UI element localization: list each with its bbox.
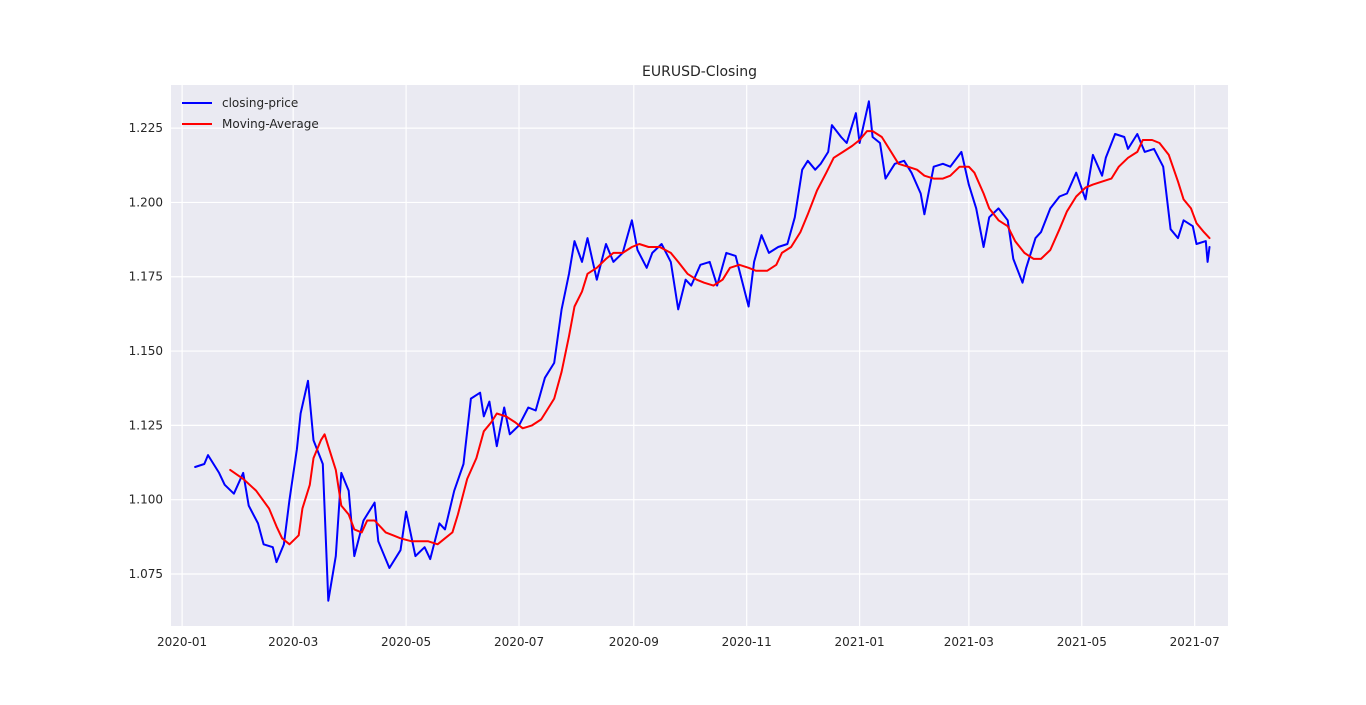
y-axis: 1.075 1.100 1.125 1.150 1.175 1.200 1.225 xyxy=(129,121,163,581)
x-tick-label: 2020-05 xyxy=(381,635,431,649)
x-tick-label: 2021-01 xyxy=(835,635,885,649)
chart-title: EURUSD-Closing xyxy=(642,64,757,80)
y-tick-label: 1.225 xyxy=(129,121,163,135)
x-tick-label: 2020-07 xyxy=(494,635,544,649)
x-tick-label: 2021-03 xyxy=(944,635,994,649)
legend-label: closing-price xyxy=(222,96,298,110)
y-tick-label: 1.100 xyxy=(129,493,163,507)
y-tick-label: 1.075 xyxy=(129,567,163,581)
x-tick-label: 2020-01 xyxy=(157,635,207,649)
y-tick-label: 1.125 xyxy=(129,418,163,432)
y-tick-label: 1.150 xyxy=(129,344,163,358)
series-line-moving-average xyxy=(229,130,1211,546)
plot-area xyxy=(171,85,1228,626)
x-tick-label: 2020-03 xyxy=(268,635,318,649)
y-tick-label: 1.200 xyxy=(129,195,163,209)
x-tick-label: 2020-11 xyxy=(722,635,772,649)
legend: closing-price Moving-Average xyxy=(182,96,319,131)
x-tick-label: 2020-09 xyxy=(609,635,659,649)
legend-label: Moving-Average xyxy=(222,117,319,131)
y-tick-label: 1.175 xyxy=(129,270,163,284)
grid xyxy=(171,85,1228,626)
series-layer xyxy=(194,100,1211,602)
x-tick-label: 2021-07 xyxy=(1170,635,1220,649)
x-axis: 2020-01 2020-03 2020-05 2020-07 2020-09 2020-… xyxy=(157,635,1220,649)
x-tick-label: 2021-05 xyxy=(1057,635,1107,649)
